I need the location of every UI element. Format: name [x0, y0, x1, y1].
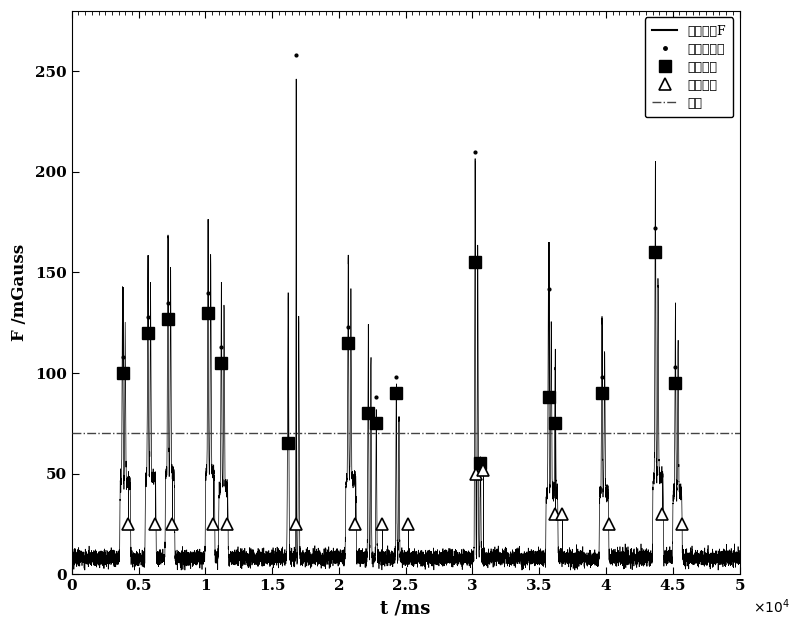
- X-axis label: t /ms: t /ms: [381, 600, 431, 618]
- Text: $\times 10^4$: $\times 10^4$: [753, 598, 790, 616]
- Legend: 磁场强度F, 有车计数点, 车辆产生, 车辆离开, 阈値: 磁场强度F, 有车计数点, 车辆产生, 车辆离开, 阈値: [645, 18, 734, 118]
- Y-axis label: F /mGauss: F /mGauss: [11, 244, 28, 341]
